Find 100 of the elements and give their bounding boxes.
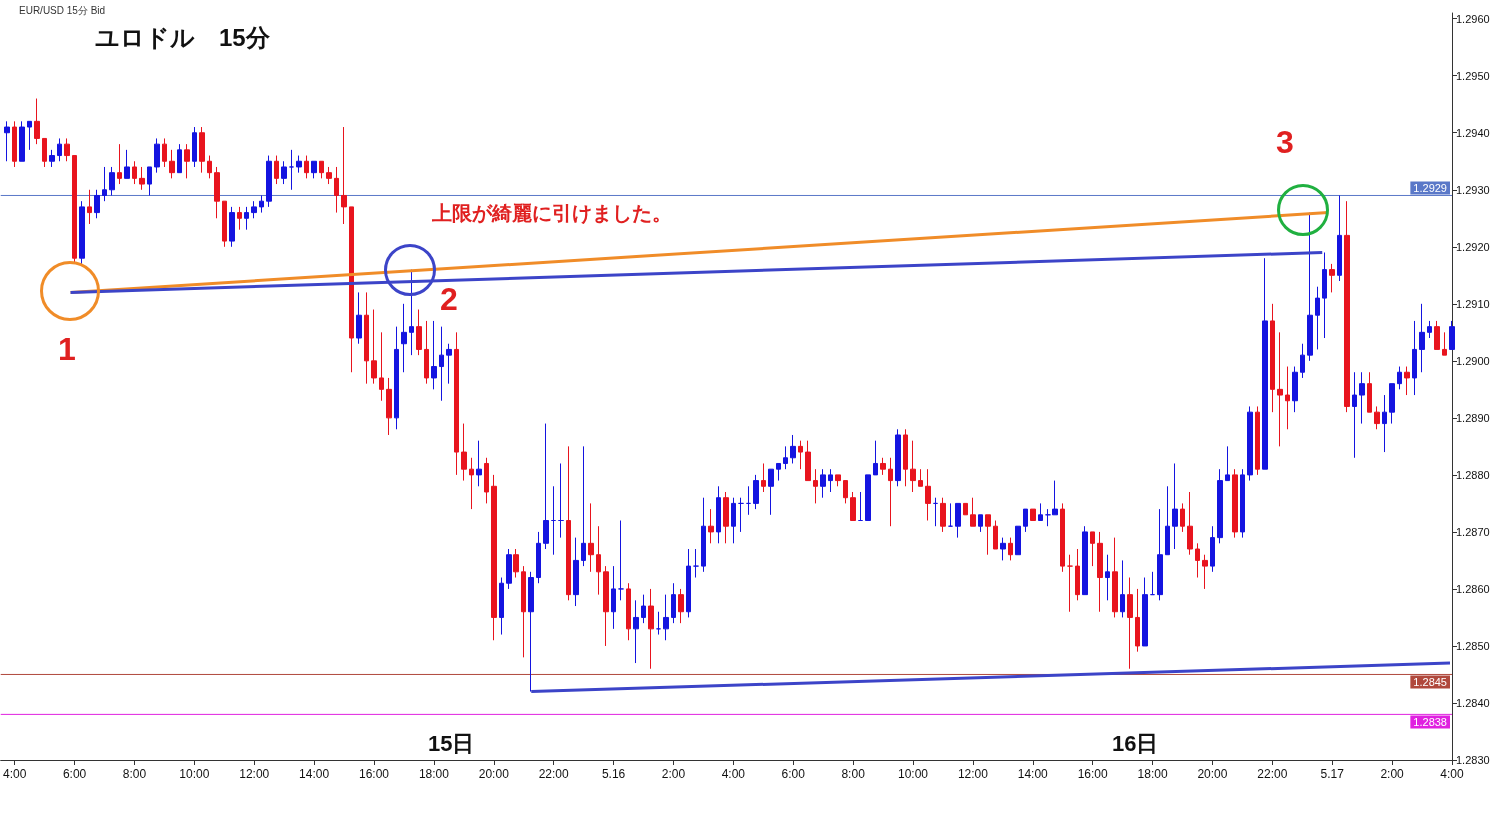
y-tick-label: 1.2840 — [1456, 696, 1490, 709]
candlestick — [304, 155, 309, 179]
candlestick — [1285, 366, 1290, 430]
candlestick — [686, 548, 691, 618]
ref-line-label: 1.2845 — [1413, 675, 1447, 688]
candlestick — [1075, 548, 1080, 601]
candlestick — [1097, 531, 1103, 613]
candlestick — [1292, 366, 1298, 413]
candlestick — [12, 120, 17, 168]
candlestick — [296, 155, 302, 174]
y-tick-label: 1.2960 — [1456, 12, 1490, 25]
candlestick — [768, 468, 774, 516]
candlestick — [753, 474, 759, 510]
candlestick — [461, 423, 467, 482]
candlestick — [970, 497, 976, 527]
y-tick-label: 1.2860 — [1456, 582, 1490, 595]
candlestick — [521, 565, 526, 658]
candlestick — [57, 137, 62, 162]
candlestick — [371, 309, 377, 385]
ref-line-label: 1.2838 — [1413, 715, 1447, 728]
annotation: 1 — [58, 331, 76, 367]
x-tick-label: 4:00 — [3, 767, 27, 781]
candlestick — [1000, 537, 1006, 561]
candlestick — [1397, 366, 1402, 390]
candlestick — [1412, 320, 1417, 396]
candlestick — [1247, 405, 1253, 482]
candlestick — [132, 160, 137, 185]
candlestick — [87, 189, 92, 225]
candlestick — [1329, 263, 1335, 293]
candlestick — [484, 457, 489, 504]
candlestick — [364, 291, 369, 385]
annotation: 2 — [440, 281, 458, 317]
candlestick — [1352, 371, 1357, 459]
x-tick-label: 22:00 — [1257, 767, 1288, 781]
candlestick — [693, 548, 699, 579]
candlestick — [1120, 559, 1125, 618]
candlestick — [1127, 577, 1133, 670]
candlestick — [386, 377, 392, 436]
candlestick — [214, 166, 220, 219]
candlestick — [850, 491, 856, 521]
candlestick — [1389, 383, 1395, 425]
candlestick — [1434, 320, 1440, 350]
candlestick — [341, 126, 347, 225]
candlestick — [1090, 531, 1095, 567]
y-tick-label: 1.2890 — [1456, 411, 1490, 424]
candlestick — [139, 166, 145, 191]
candlestick — [1359, 371, 1365, 425]
annotation: 15日 — [428, 730, 475, 756]
candlestick — [1382, 394, 1387, 453]
candlestick — [708, 508, 714, 544]
candlestick — [1165, 485, 1170, 556]
x-tick-label: 14:00 — [299, 767, 330, 781]
candlestick — [222, 200, 227, 248]
candlestick — [394, 326, 399, 430]
candlestick — [1277, 331, 1283, 447]
x-tick-label: 20:00 — [1197, 767, 1228, 781]
candlestick — [731, 497, 736, 544]
x-tick-label: 5.16 — [601, 767, 626, 781]
candlestick — [828, 468, 833, 493]
x-tick-label: 4:00 — [721, 767, 746, 781]
candlestick — [1232, 468, 1238, 539]
candlestick — [903, 428, 908, 487]
candlestick — [319, 160, 324, 179]
candlestick — [266, 155, 272, 208]
x-tick-label: 18:00 — [418, 767, 450, 781]
candlestick — [761, 462, 766, 493]
candlestick — [192, 126, 197, 168]
candlestick — [102, 166, 107, 202]
candlestick — [933, 497, 938, 527]
candlestick — [738, 497, 744, 533]
candlestick — [162, 137, 167, 168]
x-tick-label: 2:00 — [1380, 767, 1405, 781]
chart-title: ユロドル 15分 — [95, 23, 271, 51]
candlestick — [251, 200, 257, 219]
candlestick — [978, 514, 983, 533]
annotation: 16日 — [1112, 730, 1159, 756]
candlestick — [776, 462, 781, 482]
candlestick — [1427, 320, 1432, 339]
candlestick — [1157, 508, 1163, 601]
candlestick — [1240, 468, 1245, 539]
x-tick-label: 14:00 — [1017, 767, 1049, 781]
y-tick-label: 1.2910 — [1456, 297, 1490, 310]
candlestick — [117, 143, 122, 185]
candlestick — [618, 520, 624, 601]
candlestick — [1023, 508, 1028, 533]
candlestick — [633, 599, 639, 664]
candlestick — [873, 440, 878, 476]
candlestick — [820, 468, 826, 499]
candlestick — [603, 565, 609, 647]
candlestick — [566, 445, 571, 601]
candlestick — [379, 331, 384, 402]
candlestick — [888, 457, 893, 527]
candlestick — [1060, 502, 1065, 573]
candlestick — [581, 445, 586, 567]
candlestick — [42, 137, 47, 168]
candlestick — [1195, 542, 1200, 579]
candlestick — [64, 137, 70, 162]
candlestick — [528, 571, 534, 693]
candlestick — [865, 474, 871, 521]
candlestick — [948, 502, 953, 527]
